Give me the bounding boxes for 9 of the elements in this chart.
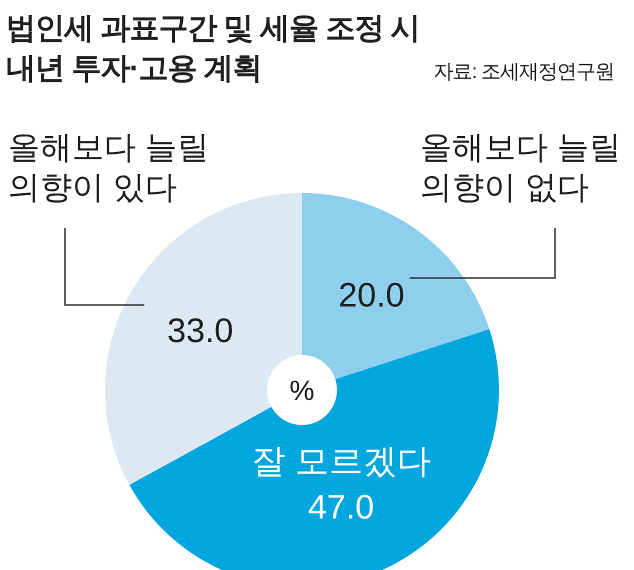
data-label: 33.0 <box>167 312 234 350</box>
slice-label: 올해보다 늘릴 의향이 있다 <box>8 129 209 205</box>
text: 자료: 조세재정연구원 <box>434 61 614 83</box>
data-label: 47.0 <box>308 488 374 526</box>
slice-label: 올해보다 늘릴 의향이 없다 <box>420 129 621 205</box>
slice-label: 잘 모르겠다 <box>251 442 431 480</box>
chart-title: 법인세 과표구간 및 세율 조정 시 내년 투자·고용 계획 <box>6 12 420 85</box>
text: % <box>290 375 314 406</box>
data-label: 20.0 <box>338 276 405 314</box>
